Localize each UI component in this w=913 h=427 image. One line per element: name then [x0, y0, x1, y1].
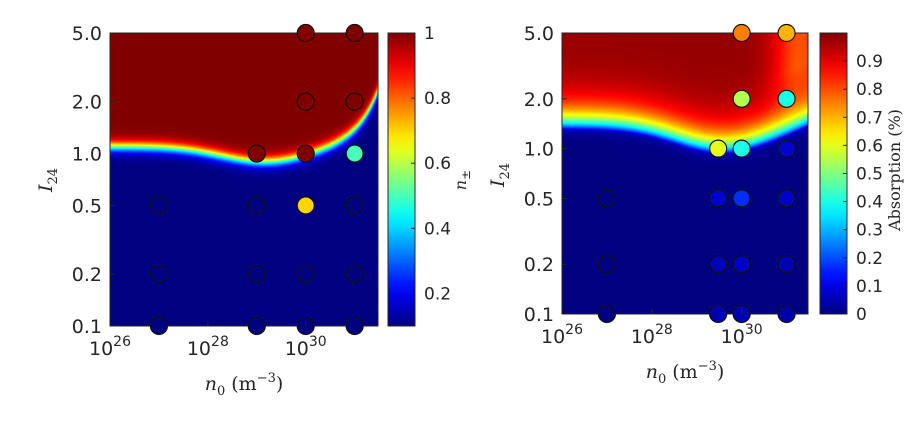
sample-point [296, 196, 315, 215]
sample-point [247, 196, 266, 215]
sample-point [709, 189, 728, 208]
sample-point [149, 264, 169, 284]
y-tick-label: 5.0 [72, 23, 102, 45]
y-tick-label: 0.5 [524, 188, 554, 210]
left-colorbar [387, 32, 416, 327]
colorbar-tick-label: 1 [424, 24, 435, 44]
colorbar-tick-label: 0.8 [856, 80, 883, 100]
x-tick-label: 1026 [541, 322, 583, 348]
y-tick-label: 5.0 [524, 23, 554, 45]
right-plot-frame [561, 32, 809, 315]
sample-point [732, 89, 751, 108]
sample-point [345, 23, 364, 43]
colorbar-tick-label: 0.4 [424, 219, 451, 239]
right-x-ticks: 1026 1028 1030 [541, 309, 763, 348]
sample-point [709, 139, 728, 158]
sample-point [247, 264, 266, 284]
left-x-ticks: 1026 1028 1030 [89, 321, 327, 360]
sample-point [149, 316, 169, 336]
sample-point [732, 255, 751, 274]
y-tick-label: 1.0 [524, 139, 554, 161]
left-colorbar-label: n± [451, 170, 473, 190]
sample-point [296, 92, 315, 111]
colorbar-tick-label: 0.8 [424, 89, 451, 109]
right-colorbar [819, 32, 848, 315]
colorbar-tick-label: 0.4 [856, 193, 883, 213]
y-tick-label: 1.0 [72, 144, 102, 166]
colorbar-tick-label: 0.7 [856, 108, 883, 128]
y-tick-label: 2.0 [524, 89, 554, 111]
left-heatmap-field [110, 33, 378, 326]
y-tick-label: 0.1 [72, 316, 102, 338]
sample-point [345, 144, 364, 163]
sample-point [345, 92, 364, 111]
sample-point [732, 189, 751, 208]
left-plot-frame [109, 32, 379, 327]
x-tick-label: 1026 [89, 334, 131, 360]
sample-point [345, 264, 364, 284]
y-tick-label: 0.2 [72, 264, 102, 286]
y-tick-label: 0.2 [524, 254, 554, 276]
sample-point [709, 255, 728, 274]
sample-point [149, 196, 169, 215]
left-heatmap-panel: 0.1 0.2 0.5 1.0 2.0 5.0 1026 1028 1030 I24 n0 (… [35, 23, 473, 399]
colorbar-tick-label: 0.1 [856, 277, 883, 297]
colorbar-tick-label: 0.9 [856, 52, 883, 72]
sample-point [777, 139, 796, 158]
sample-point [597, 189, 617, 208]
sample-point [597, 255, 617, 274]
sample-point [732, 23, 751, 43]
sample-point [345, 196, 364, 215]
sample-point [777, 23, 796, 43]
colorbar-tick-label: 0 [856, 305, 867, 325]
left-colorbar-ticks: 0.2 0.4 0.6 0.8 1 [411, 24, 451, 304]
sample-point [296, 23, 315, 43]
sample-point [247, 144, 266, 163]
y-tick-label: 0.1 [524, 304, 554, 326]
right-heatmap-field [562, 33, 808, 314]
left-x-axis-label: n0 (m−3) [205, 371, 284, 399]
y-tick-label: 0.5 [72, 195, 102, 217]
y-tick-label: 2.0 [72, 92, 102, 114]
sample-point [777, 255, 796, 274]
right-y-ticks: 0.1 0.2 0.5 1.0 2.0 5.0 [524, 23, 567, 326]
sample-point [777, 189, 796, 208]
right-colorbar-label: Absorption (%) [885, 109, 904, 232]
sample-point [597, 304, 617, 324]
sample-point [345, 316, 364, 336]
right-y-axis-label: I24 [487, 163, 513, 188]
right-colorbar-ticks: 0 0.1 0.2 0.3 0.4 0.5 0.6 0.7 0.8 0.9 [843, 52, 883, 325]
colorbar-tick-label: 0.6 [856, 136, 883, 156]
colorbar-tick-label: 0.5 [856, 165, 883, 185]
x-tick-label: 1030 [285, 334, 327, 360]
sample-point [296, 264, 315, 284]
x-tick-label: 1028 [631, 322, 673, 348]
right-heatmap-panel: 0.1 0.2 0.5 1.0 2.0 5.0 1026 1028 1030 I24 n0 (… [487, 23, 904, 387]
sample-point [247, 316, 266, 336]
x-tick-label: 1030 [721, 322, 763, 348]
left-y-ticks: 0.1 0.2 0.5 1.0 2.0 5.0 [72, 23, 115, 338]
right-x-axis-label: n0 (m−3) [646, 359, 725, 387]
colorbar-tick-label: 0.3 [856, 221, 883, 241]
sample-point [777, 304, 796, 324]
colorbar-tick-label: 0.2 [424, 284, 451, 304]
colorbar-tick-label: 0.2 [856, 249, 883, 269]
left-sample-points [149, 23, 364, 336]
sample-point [709, 304, 728, 324]
colorbar-tick-label: 0.6 [424, 154, 451, 174]
x-tick-label: 1028 [187, 334, 229, 360]
left-y-axis-label: I24 [35, 168, 61, 193]
sample-point [777, 89, 796, 108]
sample-point [732, 139, 751, 158]
sample-point [296, 144, 315, 163]
